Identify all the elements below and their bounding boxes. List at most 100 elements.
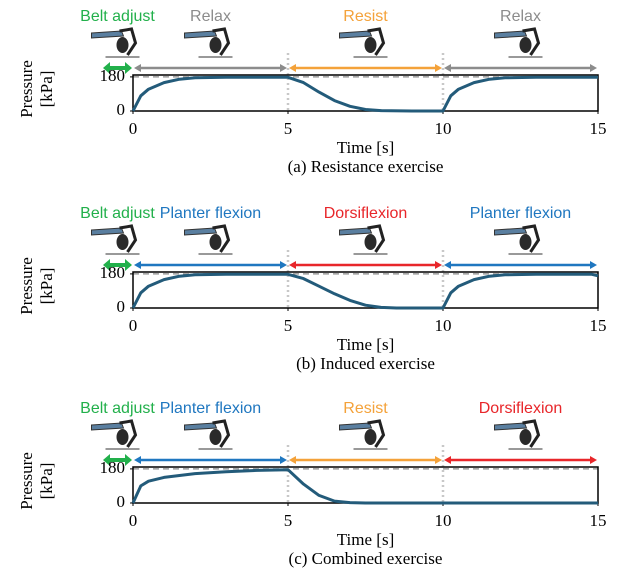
x-tick-label: 10 [435,119,452,138]
icon-leg [184,30,218,39]
icon-leg [339,422,373,431]
x-tick-label: 5 [284,119,293,138]
phase-label: Planter flexion [470,205,571,222]
icon-frame [522,27,541,56]
arrow-head [590,261,597,269]
x-tick-label: 10 [435,316,452,335]
icon [91,27,140,58]
arrow-head [125,454,132,466]
phase-label: Relax [190,8,231,25]
icon [494,224,543,255]
icon-frame [522,419,541,448]
icon-leg [494,227,528,236]
arrow-head [103,259,110,271]
x-tick-label: 0 [129,316,138,335]
icon [339,27,388,58]
icon-foot [519,234,532,250]
icon-frame [119,224,138,253]
y-axis-label: Pressure [17,452,36,510]
arrow-head [435,456,442,464]
icon-frame [212,27,231,56]
arrow-head [134,456,141,464]
icon-frame [119,27,138,56]
y-axis-label: [kPa] [37,268,56,305]
phase-label: Resist [343,8,388,25]
arrow-head [280,64,287,72]
arrow-head [125,62,132,74]
phase-label: Dorsiflexion [324,205,408,222]
pressure-line [131,468,598,505]
caption: (c) Combined exercise [289,549,443,568]
icon-leg [494,422,528,431]
icon-leg [184,422,218,431]
icon [494,27,543,58]
x-axis-label: Time [s] [337,530,394,549]
x-tick-label: 0 [129,119,138,138]
icon [91,419,140,450]
icon [184,419,233,450]
icon-leg [339,30,373,39]
icon-frame [367,224,386,253]
plot-frame [132,74,599,112]
plot-frame [132,271,599,309]
arrow-head [590,456,597,464]
icon [91,224,140,255]
arrow-head [103,62,110,74]
icon-leg [494,30,528,39]
phase-label: Belt adjust [80,205,155,222]
x-axis-label: Time [s] [337,138,394,157]
icon [184,27,233,58]
icon-foot [209,234,222,250]
icon [494,419,543,450]
phase-label: Planter flexion [160,400,261,417]
x-tick-label: 5 [284,511,293,530]
arrow-head [289,261,296,269]
arrow-head [280,456,287,464]
icon-frame [212,224,231,253]
icon-foot [519,37,532,53]
y-tick-label: 180 [100,458,126,477]
y-axis-label: [kPa] [37,71,56,108]
caption: (a) Resistance exercise [288,157,444,176]
caption: (b) Induced exercise [296,354,435,373]
y-axis-label: Pressure [17,60,36,118]
icon [339,224,388,255]
phase-label: Planter flexion [160,205,261,222]
icon-foot [364,234,377,250]
icon-foot [116,429,129,445]
icon-foot [364,429,377,445]
arrow-head [103,454,110,466]
y-axis-label: Pressure [17,257,36,315]
icon-leg [91,422,125,431]
y-tick-label: 0 [117,100,126,119]
icon-leg [339,227,373,236]
icon-leg [91,227,125,236]
pressure-line [131,272,599,310]
y-tick-label: 0 [117,492,126,511]
pressure-line [131,75,598,113]
icon-foot [116,234,129,250]
icon-foot [209,429,222,445]
arrow-head [289,64,296,72]
arrow-head [444,64,451,72]
arrow-head [444,261,451,269]
icon-frame [522,224,541,253]
icon-frame [367,419,386,448]
icon-foot [519,429,532,445]
arrow-head [590,64,597,72]
icon-leg [91,30,125,39]
x-tick-label: 15 [590,119,607,138]
arrow-head [134,64,141,72]
icon-foot [364,37,377,53]
x-tick-label: 15 [590,511,607,530]
phase-label: Dorsiflexion [479,400,563,417]
icon-frame [212,419,231,448]
y-axis-label: [kPa] [37,463,56,500]
arrow-head [134,261,141,269]
icon-frame [119,419,138,448]
x-tick-label: 10 [435,511,452,530]
x-tick-label: 5 [284,316,293,335]
y-tick-label: 180 [100,263,126,282]
x-axis-label: Time [s] [337,335,394,354]
